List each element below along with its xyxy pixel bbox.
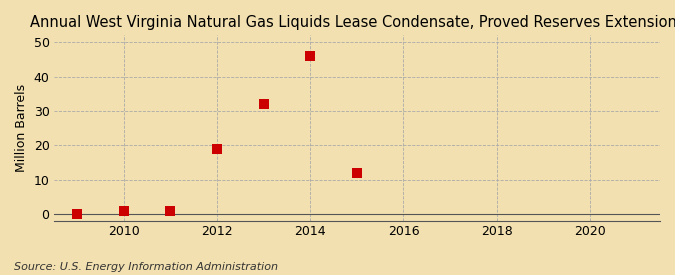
Y-axis label: Million Barrels: Million Barrels (15, 84, 28, 172)
Text: Source: U.S. Energy Information Administration: Source: U.S. Energy Information Administ… (14, 262, 277, 272)
Title: Annual West Virginia Natural Gas Liquids Lease Condensate, Proved Reserves Exten: Annual West Virginia Natural Gas Liquids… (30, 15, 675, 30)
Point (165, 208, 176, 213)
Point (259, 102, 269, 106)
Point (72, 212, 82, 216)
Point (305, 54, 316, 58)
Point (211, 147, 222, 151)
Point (118, 208, 129, 213)
Point (352, 170, 362, 175)
